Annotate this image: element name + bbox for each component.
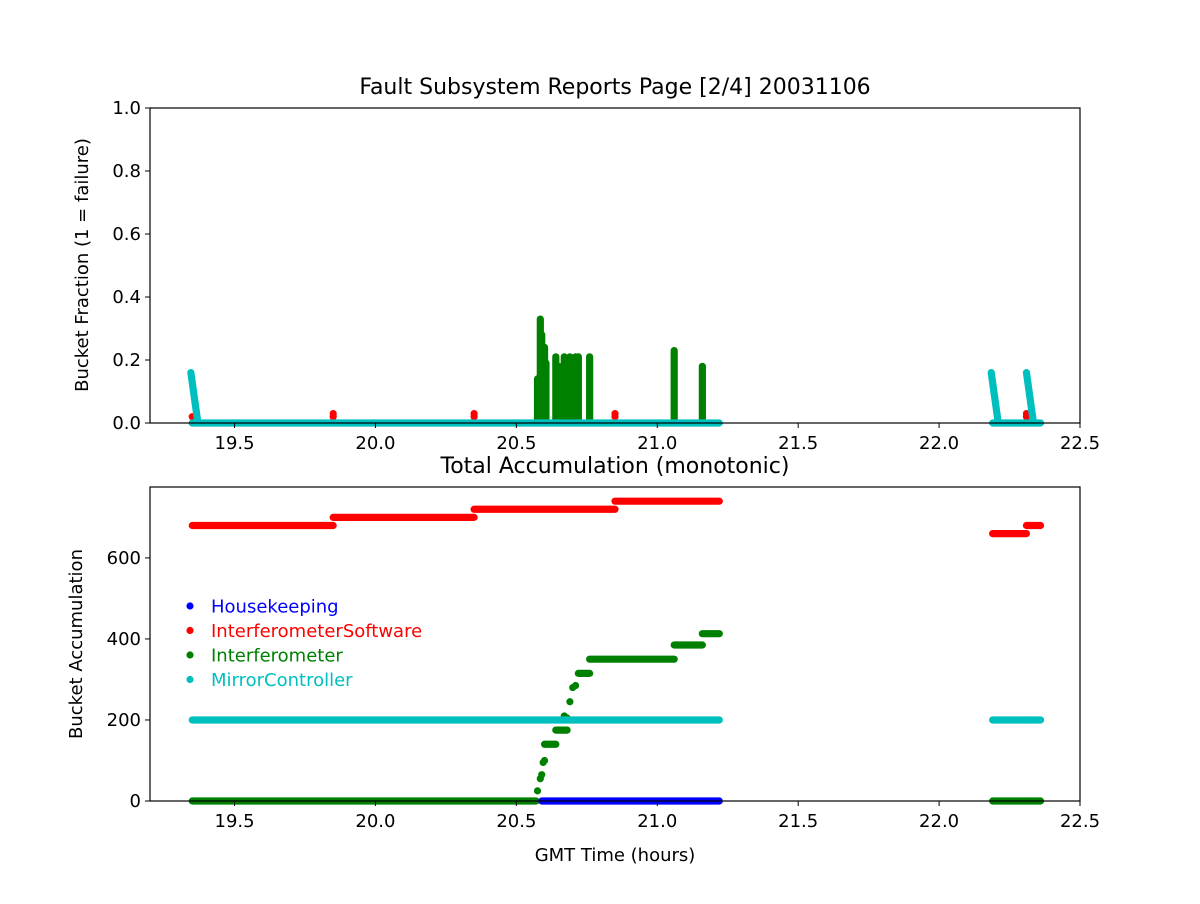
interferometer-software-point bbox=[329, 413, 337, 421]
x-tick-label: 22.5 bbox=[1060, 811, 1100, 832]
y-tick-label: 0.2 bbox=[112, 350, 141, 371]
interferometer-point bbox=[533, 787, 542, 795]
accumulation-x-axis-label: GMT Time (hours) bbox=[535, 845, 696, 866]
x-tick-label: 21.0 bbox=[637, 811, 677, 832]
interferometer-point bbox=[571, 681, 580, 690]
y-tick-label: 0 bbox=[130, 791, 141, 812]
x-tick-label: 21.5 bbox=[778, 811, 818, 832]
accumulation-panel: 19.5 20.0 20.5 21.0 21.5 22.0 22.5 0200400600 … bbox=[66, 454, 1100, 866]
y-tick-label: 0.6 bbox=[112, 224, 141, 245]
fraction-chart-title: Fault Subsystem Reports Page [2/4] 20031… bbox=[359, 75, 870, 100]
legend-label-interferometer-software: InterferometerSoftware bbox=[211, 621, 422, 642]
interferometer-point bbox=[566, 698, 574, 706]
fraction-y-axis-label: Bucket Fraction (1 = failure) bbox=[72, 138, 93, 392]
fraction-x-ticks: 19.5 20.0 20.5 21.0 21.5 22.0 22.5 bbox=[215, 423, 1100, 454]
x-tick-label: 21.0 bbox=[637, 433, 677, 454]
y-tick-label: 0.8 bbox=[112, 161, 141, 182]
legend-marker-housekeeping bbox=[186, 602, 194, 610]
fraction-y-ticks: 0.0 0.2 0.4 0.6 0.8 1.0 bbox=[112, 98, 150, 434]
x-tick-label: 20.0 bbox=[355, 811, 395, 832]
interferometer-point bbox=[540, 756, 549, 765]
accumulation-chart-title: Total Accumulation (monotonic) bbox=[440, 454, 790, 479]
legend-label-mirror-controller: MirrorController bbox=[211, 670, 353, 691]
mirror-controller-decay bbox=[1022, 369, 1038, 427]
legend-marker-interferometer bbox=[186, 651, 194, 659]
x-tick-label: 21.5 bbox=[778, 433, 818, 454]
accumulation-y-ticks: 0 200 400 600 bbox=[107, 548, 150, 812]
y-tick-label: 200 bbox=[107, 710, 141, 731]
legend-marker-interferometer-software bbox=[186, 626, 194, 635]
fraction-panel: 19.5 20.0 20.5 21.0 21.5 22.0 22.5 0.00.20.40.… bbox=[72, 75, 1100, 454]
x-tick-label: 20.5 bbox=[496, 433, 536, 454]
y-tick-label: 0.0 bbox=[112, 413, 141, 434]
accumulation-plot-frame bbox=[149, 486, 1081, 802]
interferometer-software-point bbox=[611, 413, 619, 421]
interferometer-software-point bbox=[470, 413, 478, 421]
y-tick-label: 1.0 bbox=[112, 98, 141, 119]
mirror-controller-decay bbox=[187, 369, 202, 427]
legend: Housekeeping InterferometerSoftware Interf… bbox=[186, 597, 422, 691]
interferometer-software-point bbox=[1022, 413, 1031, 421]
x-tick-label: 20.5 bbox=[496, 811, 536, 832]
y-tick-label: 0.4 bbox=[112, 287, 141, 308]
x-tick-label: 19.5 bbox=[215, 811, 255, 832]
x-tick-label: 22.0 bbox=[919, 811, 959, 832]
x-tick-label: 19.5 bbox=[215, 433, 255, 454]
interferometer-point bbox=[538, 771, 546, 779]
legend-marker-mirror-controller bbox=[186, 675, 194, 684]
x-tick-label: 22.5 bbox=[1060, 433, 1100, 454]
x-tick-label: 20.0 bbox=[355, 433, 395, 454]
y-tick-label: 400 bbox=[107, 629, 141, 650]
mirror-controller-decay bbox=[987, 369, 1002, 427]
accumulation-y-axis-label: Bucket Accumulation bbox=[66, 549, 87, 739]
legend-label-interferometer: Interferometer bbox=[211, 646, 343, 667]
x-tick-label: 22.0 bbox=[919, 433, 959, 454]
fraction-plot-frame bbox=[149, 107, 1081, 424]
accumulation-x-ticks: 19.5 20.0 20.5 21.0 21.5 22.0 22.5 bbox=[215, 801, 1100, 832]
y-tick-label: 600 bbox=[107, 548, 141, 569]
legend-label-housekeeping: Housekeeping bbox=[211, 597, 339, 618]
